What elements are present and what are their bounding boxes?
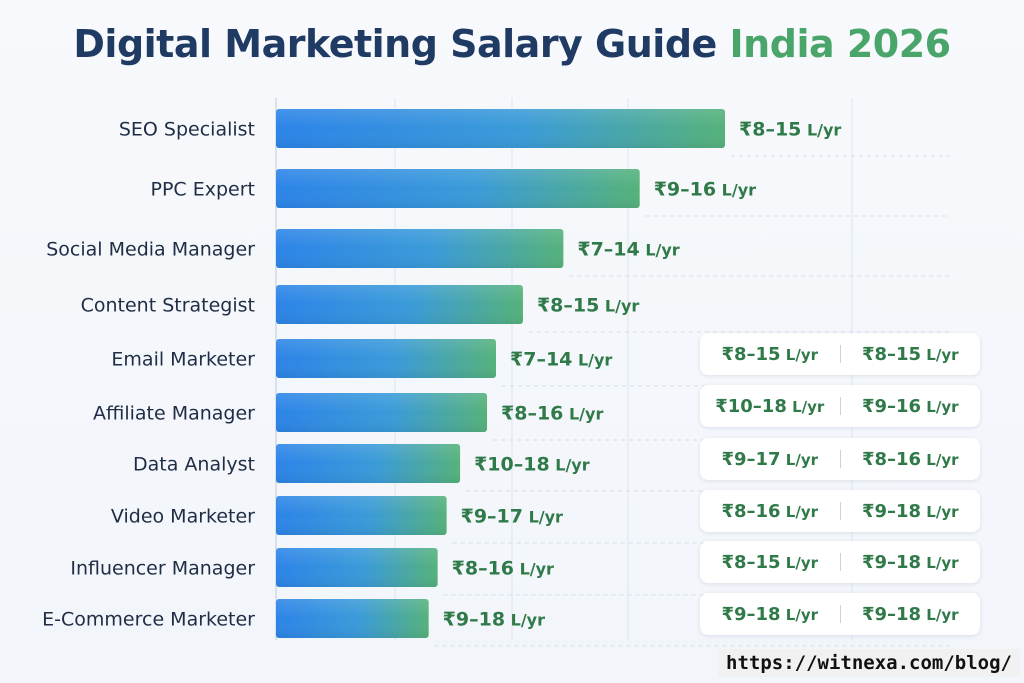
salary-bar-shine [276,285,523,324]
side-table-row: ₹8–15 L/yr ₹8–15 L/yr [700,333,980,375]
side-table-row: ₹9–18 L/yr ₹9–18 L/yr [700,593,980,635]
salary-bar-shine [276,496,447,535]
cell-divider [839,345,841,363]
side-table-row: ₹10–18 L/yr ₹9–16 L/yr [700,385,980,427]
chart-title: Digital Marketing Salary Guide India 202… [0,22,1024,66]
side-table-row: ₹8–15 L/yr ₹9–18 L/yr [700,541,980,583]
category-label: E-Commerce Marketer [42,609,255,631]
category-label: Video Marketer [111,506,255,528]
category-label: SEO Specialist [119,119,255,141]
bar-value-label: ₹8–16 L/yr [452,558,554,580]
side-table-cell: ₹9–18 L/yr [861,500,959,522]
cell-divider [839,450,841,468]
bar-value-label: ₹8–15 L/yr [739,119,841,141]
bar-value-label: ₹8–16 L/yr [501,403,603,425]
side-table-cell: ₹9–18 L/yr [861,551,959,573]
salary-bar-shine [276,548,438,587]
side-table-cell: ₹8–16 L/yr [721,500,819,522]
cell-divider [839,397,841,415]
salary-bar-shine [276,339,497,378]
bar-value-label: ₹9–16 L/yr [654,179,756,201]
cell-divider [839,502,841,520]
bar-value-label: ₹8–15 L/yr [537,295,639,317]
cell-divider [839,553,841,571]
category-label: Content Strategist [81,295,255,317]
side-table-cell: ₹9–17 L/yr [721,448,819,470]
cell-divider [839,605,841,623]
bar-value-label: ₹7–14 L/yr [510,349,612,371]
bar-value-label: ₹7–14 L/yr [577,239,679,261]
side-table-cell: ₹8–15 L/yr [721,551,819,573]
category-label: PPC Expert [151,179,255,201]
salary-bar-shine [276,109,725,148]
salary-bar-shine [276,169,640,208]
side-table-row: ₹8–16 L/yr ₹9–18 L/yr [700,490,980,532]
bar-value-label: ₹9–18 L/yr [443,609,545,631]
side-table-cell: ₹9–18 L/yr [721,603,819,625]
category-label: Email Marketer [111,349,255,371]
salary-bar-shine [276,444,461,483]
category-label: Influencer Manager [70,558,255,580]
side-table-cell: ₹10–18 L/yr [715,395,825,417]
side-table-row: ₹9–17 L/yr ₹8–16 L/yr [700,438,980,480]
side-table-cell: ₹9–18 L/yr [861,603,959,625]
salary-bar-shine [276,393,488,432]
salary-bar-shine [276,229,564,268]
watermark-url: https://witnexa.com/blog/ [718,649,1020,677]
category-label: Affiliate Manager [93,403,255,425]
bar-value-label: ₹10–18 L/yr [474,454,590,476]
side-table-cell: ₹8–16 L/yr [861,448,959,470]
salary-bar-shine [276,599,429,638]
category-label: Social Media Manager [46,239,255,261]
title-main: Digital Marketing Salary Guide [73,22,717,66]
side-table-cell: ₹8–15 L/yr [861,343,959,365]
side-table-cell: ₹8–15 L/yr [721,343,819,365]
category-label: Data Analyst [133,454,255,476]
side-table-cell: ₹9–16 L/yr [861,395,959,417]
bar-value-label: ₹9–17 L/yr [461,506,563,528]
title-accent: India 2026 [729,22,952,66]
